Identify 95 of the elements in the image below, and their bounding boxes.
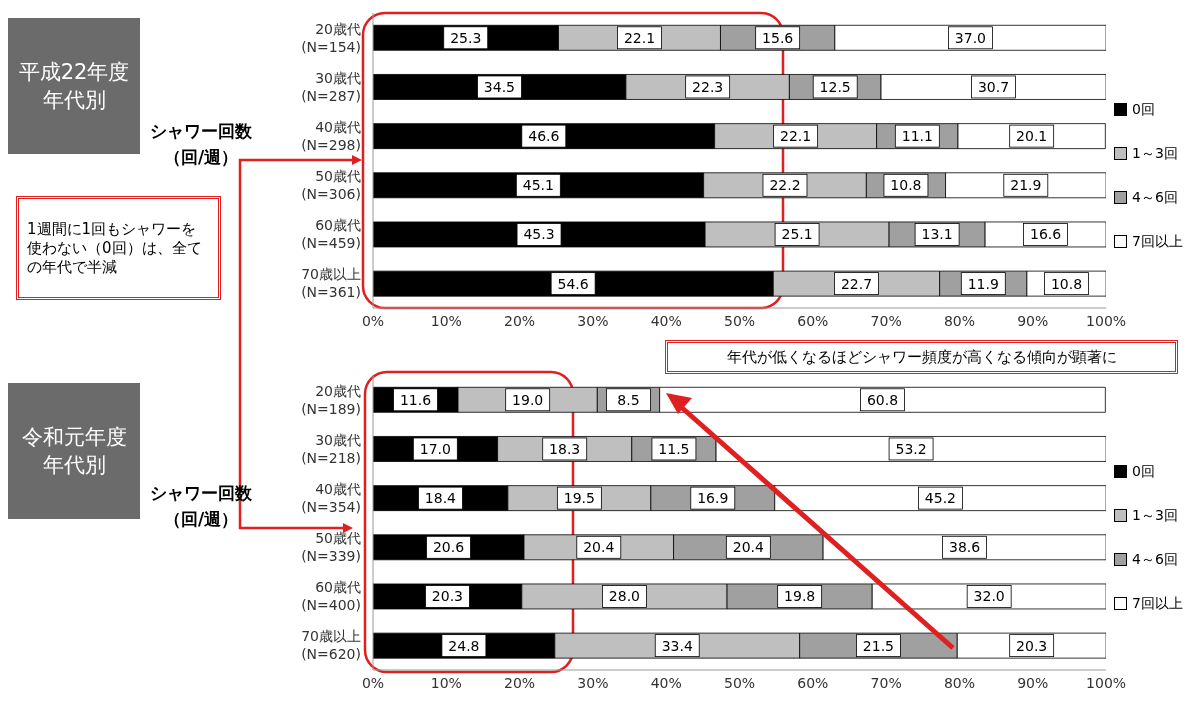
- x-tick-label: 10%: [430, 312, 462, 329]
- data-label: 37.0: [954, 29, 987, 46]
- legend-label: 0回: [1132, 100, 1155, 119]
- data-label: 34.5: [483, 78, 516, 95]
- data-label: 22.7: [840, 275, 873, 292]
- legend-label: 4～6回: [1132, 188, 1178, 207]
- data-label: 11.9: [967, 275, 999, 292]
- x-tick-label: 30%: [577, 312, 609, 329]
- x-tick-label: 40%: [650, 674, 682, 691]
- data-label: 20.3: [1016, 637, 1048, 654]
- data-label: 32.0: [973, 588, 1005, 605]
- x-tick-label: 40%: [650, 312, 682, 329]
- data-label: 11.6: [399, 391, 432, 408]
- y-tick-label: 40歳代 (N=354): [301, 480, 361, 515]
- data-label: 22.1: [623, 29, 656, 46]
- y-tick-label: 60歳代 (N=400): [301, 579, 361, 614]
- y-tick-label: 30歳代 (N=218): [301, 431, 361, 466]
- data-label: 13.1: [921, 226, 953, 243]
- data-label: 25.3: [450, 29, 482, 46]
- legend-label: 7回以上: [1132, 594, 1183, 613]
- text: 1週間に1回もシャワーを使わない（0回）は、全ての年代で半減: [27, 219, 203, 277]
- data-label: 12.5: [819, 78, 851, 95]
- x-tick-label: 70%: [870, 312, 902, 329]
- y-axis-title: シャワー回数（回/週）: [149, 120, 253, 169]
- y-tick-label: 70歳以上 (N=361): [301, 266, 361, 301]
- x-tick-label: 90%: [1017, 674, 1049, 691]
- x-tick-label: 100%: [1086, 674, 1127, 691]
- data-label: 30.7: [977, 78, 1010, 95]
- data-label: 24.8: [448, 637, 480, 654]
- data-label: 45.1: [522, 177, 554, 194]
- y-tick-label: 40歳代 (N=298): [301, 118, 361, 153]
- data-label: 38.6: [949, 539, 981, 556]
- data-label: 22.3: [692, 78, 724, 95]
- x-tick-label: 60%: [797, 312, 829, 329]
- data-label: 20.1: [1016, 128, 1048, 145]
- x-tick-label: 60%: [797, 674, 829, 691]
- data-label: 46.6: [528, 128, 560, 145]
- x-tick-label: 30%: [577, 674, 609, 691]
- data-label: 11.1: [901, 128, 933, 145]
- data-label: 19.8: [784, 588, 816, 605]
- x-tick-label: 0%: [361, 312, 385, 329]
- y-tick-label: 20歳代 (N=189): [301, 382, 361, 417]
- data-label: 16.6: [1030, 226, 1062, 243]
- data-label: 20.3: [431, 588, 463, 605]
- data-label: 33.4: [661, 637, 693, 654]
- data-label: 45.2: [924, 490, 956, 507]
- data-label: 18.4: [424, 490, 457, 507]
- data-label: 60.8: [866, 391, 899, 408]
- data-label: 54.6: [557, 275, 589, 292]
- legend-label: 1～3回: [1132, 144, 1178, 163]
- legend-label: 1～3回: [1132, 506, 1178, 525]
- x-tick-label: 10%: [430, 674, 462, 691]
- text: 令和元年度年代別: [20, 424, 128, 479]
- text: 平成22年度年代別: [18, 59, 130, 114]
- legend-label: 7回以上: [1132, 232, 1183, 251]
- x-tick-label: 100%: [1086, 312, 1127, 329]
- x-tick-label: 20%: [504, 312, 536, 329]
- data-label: 22.1: [780, 128, 812, 145]
- x-tick-label: 80%: [943, 312, 976, 329]
- y-tick-label: 50歳代 (N=306): [301, 168, 361, 203]
- x-tick-label: 90%: [1017, 312, 1049, 329]
- data-label: 45.3: [523, 226, 555, 243]
- data-label: 22.2: [769, 177, 801, 194]
- data-label: 53.2: [895, 440, 927, 457]
- x-tick-label: 50%: [723, 674, 756, 691]
- data-label: 18.3: [549, 440, 581, 457]
- data-label: 16.9: [697, 490, 729, 507]
- y-tick-label: 60歳代 (N=459): [301, 217, 361, 252]
- data-label: 20.6: [432, 539, 465, 556]
- data-label: 20.4: [732, 539, 765, 556]
- data-label: 19.0: [512, 391, 544, 408]
- data-label: 10.8: [1050, 275, 1083, 292]
- x-tick-label: 20%: [504, 674, 536, 691]
- text: 年代が低くなるほどシャワー頻度が高くなる傾向が顕著に: [726, 347, 1117, 367]
- data-label: 15.6: [762, 29, 794, 46]
- y-tick-label: 30歳代 (N=287): [301, 69, 361, 104]
- data-label: 28.0: [608, 588, 641, 605]
- x-tick-label: 70%: [870, 674, 902, 691]
- data-label: 21.5: [862, 637, 895, 654]
- legend-label: 4～6回: [1132, 550, 1178, 569]
- data-label: 25.1: [781, 226, 813, 243]
- y-tick-label: 50歳代 (N=339): [301, 530, 361, 565]
- y-tick-label: 70歳以上 (N=620): [301, 628, 361, 663]
- data-label: 21.9: [1010, 177, 1042, 194]
- data-label: 11.5: [658, 440, 690, 457]
- data-label: 10.8: [890, 177, 922, 194]
- data-label: 20.4: [583, 539, 615, 556]
- x-tick-label: 50%: [723, 312, 756, 329]
- data-label: 19.5: [563, 490, 595, 507]
- legend-label: 0回: [1132, 462, 1155, 481]
- x-tick-label: 0%: [361, 674, 385, 691]
- data-label: 8.5: [617, 391, 640, 408]
- x-tick-label: 80%: [943, 674, 976, 691]
- data-label: 17.0: [419, 440, 451, 457]
- y-tick-label: 20歳代 (N=154): [301, 20, 361, 55]
